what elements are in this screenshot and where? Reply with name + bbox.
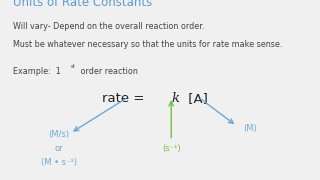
Text: Will vary- Depend on the overall reaction order.: Will vary- Depend on the overall reactio… <box>13 22 204 31</box>
Text: k: k <box>171 92 179 105</box>
Text: (M • s⁻¹): (M • s⁻¹) <box>41 158 77 167</box>
Text: order reaction: order reaction <box>78 67 138 76</box>
Text: (s⁻¹): (s⁻¹) <box>162 144 180 153</box>
Text: [A]: [A] <box>184 92 208 105</box>
Text: or: or <box>55 144 63 153</box>
Text: Must be whatever necessary so that the units for rate make sense.: Must be whatever necessary so that the u… <box>13 40 282 49</box>
Text: Units of Rate Constants: Units of Rate Constants <box>13 0 152 9</box>
Text: Example:  1: Example: 1 <box>13 67 60 76</box>
Text: st: st <box>71 64 76 69</box>
Text: (M/s): (M/s) <box>49 130 70 139</box>
Text: rate =: rate = <box>102 92 149 105</box>
Text: (M): (M) <box>243 124 257 133</box>
